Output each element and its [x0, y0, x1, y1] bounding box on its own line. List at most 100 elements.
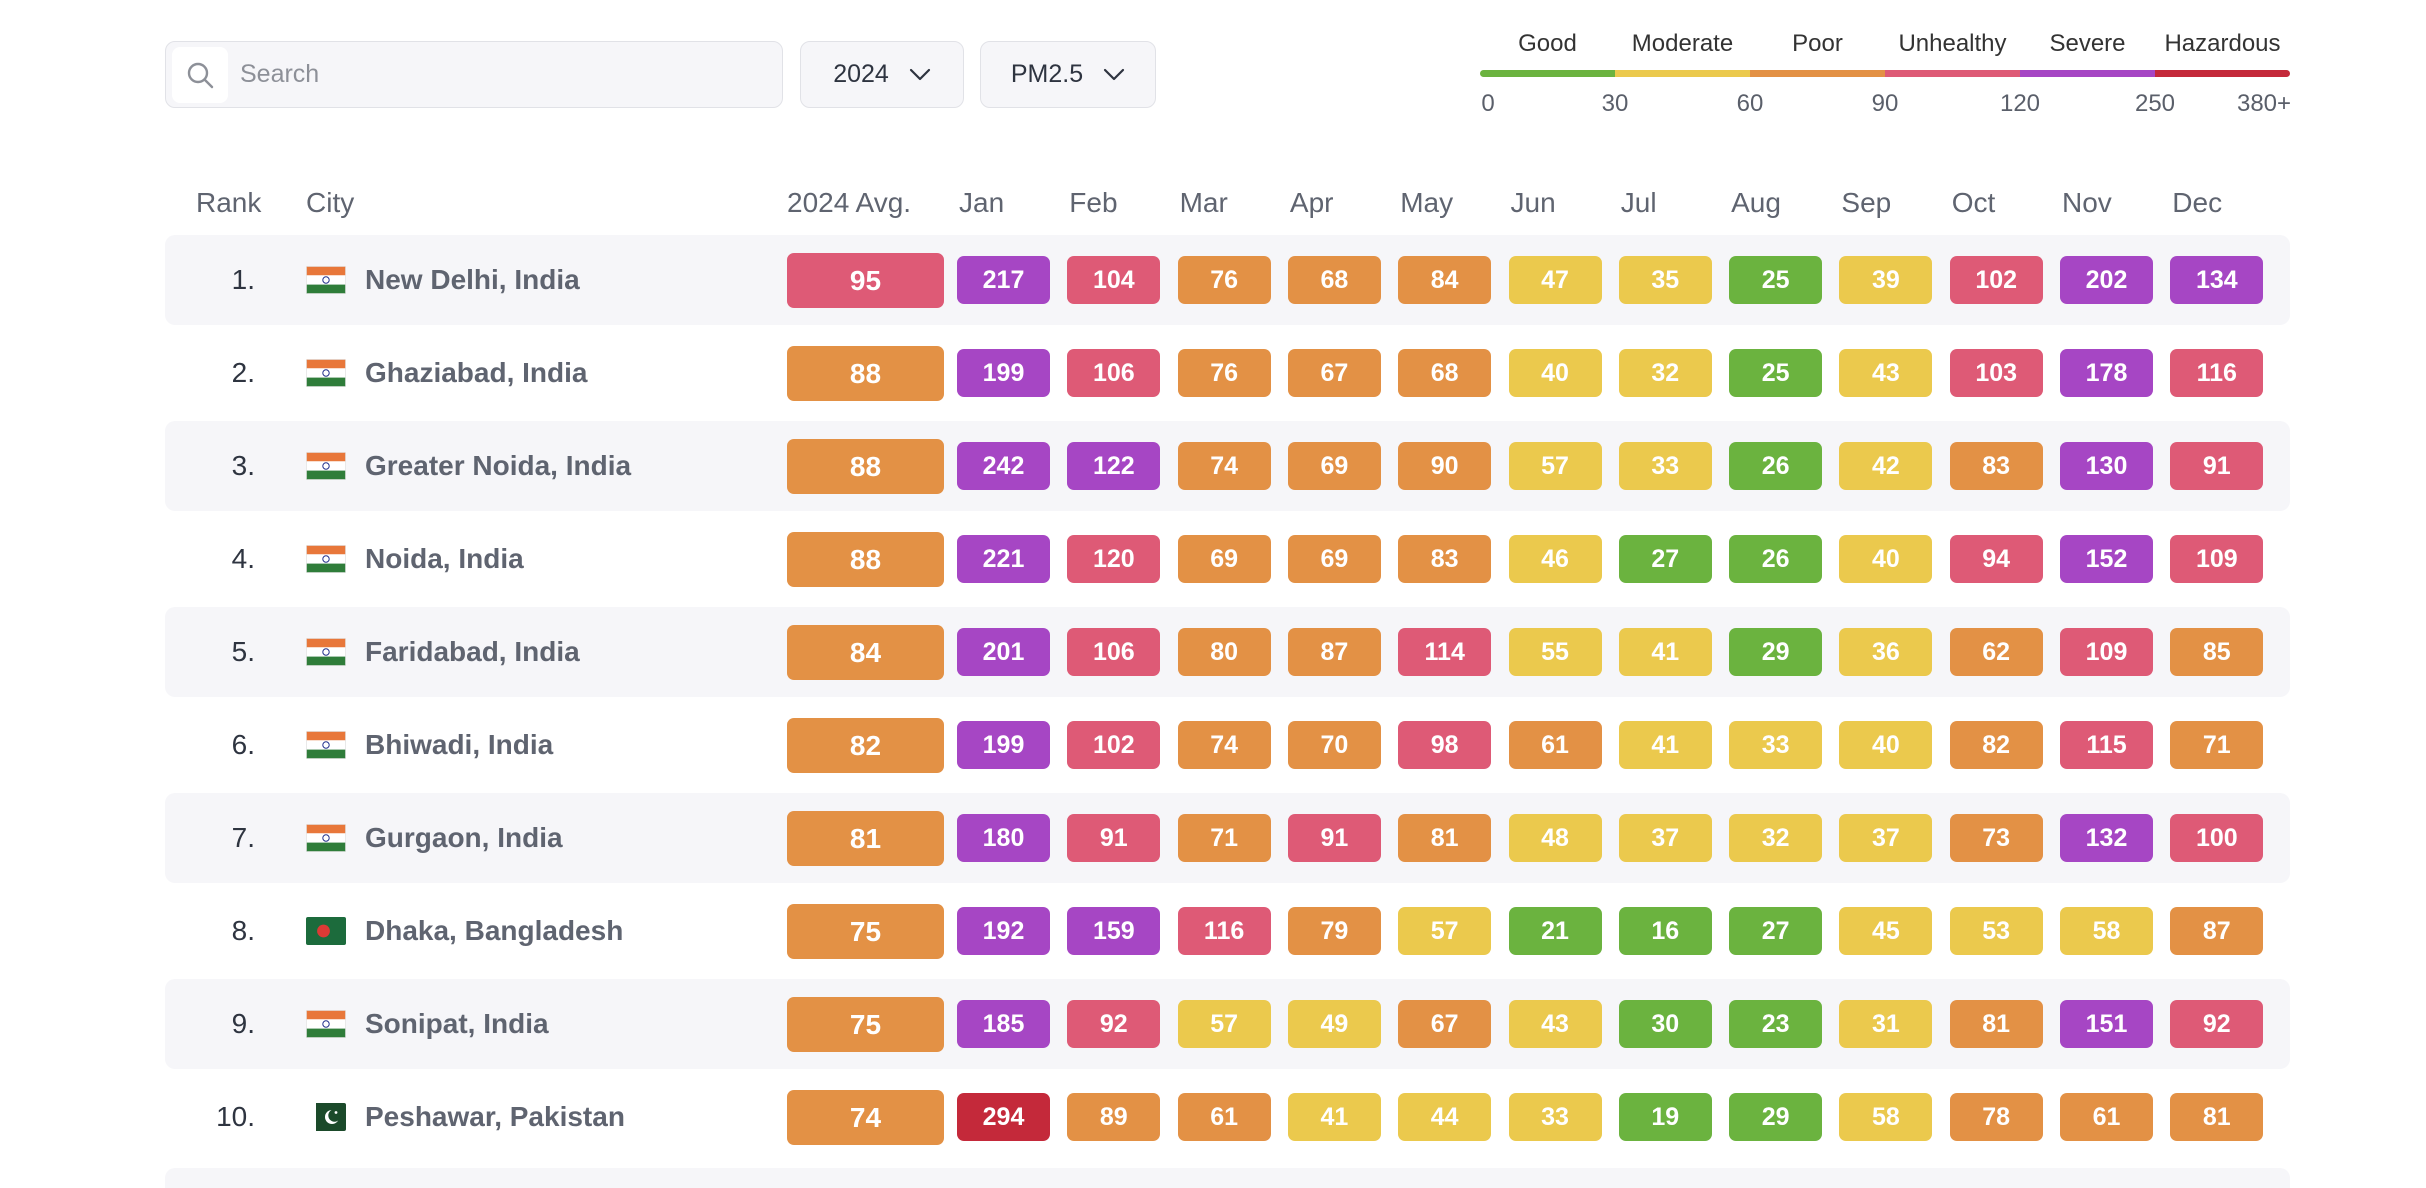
header-month-feb[interactable]: Feb: [1069, 187, 1118, 218]
table-row[interactable]: 10. Peshawar, Pakistan 74 294 89 61 41 44 33 19 29…: [165, 1072, 2290, 1162]
legend-tick-label: 380+: [2236, 90, 2292, 117]
monthly-value-badge-may: 68: [1398, 349, 1492, 397]
monthly-value-badge-nov: 109: [2060, 628, 2153, 676]
aqi-legend: Good Moderate Poor Unhealthy Severe Hazardous…: [1480, 30, 2292, 125]
monthly-value-badge-feb: 122: [1067, 442, 1161, 490]
city-name[interactable]: Ghaziabad, India: [365, 357, 588, 388]
table-row[interactable]: 6. Bhiwadi, India 82 199 102 74 70 98 61 41 33 40 82…: [165, 700, 2290, 790]
header-month-jan[interactable]: Jan: [959, 187, 1005, 218]
city-name[interactable]: Greater Noida, India: [365, 450, 632, 481]
header-month-mar[interactable]: Mar: [1179, 187, 1228, 218]
header-month-may[interactable]: May: [1400, 187, 1454, 218]
monthly-value-badge-apr: 68: [1287, 256, 1381, 304]
monthly-value-badge-jun: 57: [1508, 442, 1602, 490]
header-month-dec[interactable]: Dec: [2172, 187, 2223, 218]
table-row[interactable]: 7. Gurgaon, India 81 180 91 71 91 81 48 37 32 37 73 1…: [165, 793, 2290, 883]
city-name[interactable]: New Delhi, India: [365, 264, 580, 295]
monthly-value-badge-mar: 80: [1177, 628, 1271, 676]
legend-tick-label: 30: [1601, 90, 1629, 117]
search-box[interactable]: [165, 41, 783, 108]
header-rank[interactable]: Rank: [196, 187, 262, 218]
monthly-value-badge-oct: 53: [1949, 907, 2043, 955]
table-row[interactable]: 4. Noida, India 88 221 120 69 69 83 46 27 26 40 94 15…: [165, 514, 2290, 604]
india-flag-icon: [306, 824, 346, 852]
monthly-value-badge-may: 84: [1398, 256, 1492, 304]
monthly-value-badge-apr: 91: [1287, 814, 1381, 862]
monthly-value-badge-mar: 74: [1177, 721, 1271, 769]
monthly-value-badge-may: 83: [1398, 535, 1492, 583]
monthly-value-badge-aug: 26: [1729, 442, 1823, 490]
monthly-value-badge-jan: 199: [957, 721, 1050, 769]
monthly-value-badge-aug: 25: [1729, 256, 1823, 304]
monthly-value-badge-feb: 104: [1067, 256, 1161, 304]
india-flag-icon: [306, 1010, 346, 1038]
monthly-value-badge-apr: 70: [1287, 721, 1381, 769]
monthly-value-badge-jul: 16: [1618, 907, 1712, 955]
monthly-value-badge-mar: 74: [1177, 442, 1271, 490]
legend-label-severe: Severe: [2049, 30, 2126, 57]
annual-average-badge: 88: [787, 532, 944, 587]
legend-bar-unhealthy: [1885, 70, 2020, 77]
header-month-oct[interactable]: Oct: [1951, 187, 1996, 218]
table-row[interactable]: 2. Ghaziabad, India 88 199 106 76 67 68 40 32 25 43…: [165, 328, 2290, 418]
year-dropdown[interactable]: 2024: [800, 41, 964, 108]
monthly-value-badge-nov: 202: [2060, 256, 2153, 304]
header-month-sep[interactable]: Sep: [1841, 187, 1892, 218]
city-name[interactable]: Noida, India: [365, 543, 524, 574]
monthly-value-badge-feb: 102: [1067, 721, 1161, 769]
header-month-jul[interactable]: Jul: [1620, 187, 1657, 218]
annual-average-badge: 95: [787, 253, 944, 308]
city-name[interactable]: Peshawar, Pakistan: [365, 1101, 625, 1132]
rank-cell: 7.: [231, 822, 255, 853]
header-month-apr[interactable]: Apr: [1289, 187, 1334, 218]
monthly-value-badge-sep: 42: [1839, 442, 1933, 490]
city-name[interactable]: Dhaka, Bangladesh: [365, 915, 624, 946]
monthly-value-badge-apr: 41: [1287, 1093, 1381, 1141]
monthly-value-badge-jun: 48: [1508, 814, 1602, 862]
monthly-value-badge-dec: 109: [2170, 535, 2264, 583]
monthly-value-badge-mar: 76: [1177, 256, 1271, 304]
monthly-value-badge-sep: 45: [1839, 907, 1933, 955]
city-name[interactable]: Faridabad, India: [365, 636, 580, 667]
pollutant-dropdown-value: PM2.5: [1010, 60, 1084, 88]
legend-tick-label: 250: [2134, 90, 2176, 117]
header-month-aug[interactable]: Aug: [1731, 187, 1781, 218]
monthly-value-badge-nov: 61: [2060, 1093, 2153, 1141]
monthly-value-badge-jan: 201: [957, 628, 1050, 676]
monthly-value-badge-aug: 29: [1729, 628, 1823, 676]
header-city[interactable]: City: [306, 187, 355, 218]
monthly-value-badge-dec: 100: [2170, 814, 2264, 862]
table-row[interactable]: 9. Sonipat, India 75 185 92 57 49 67 43 30 23 31 81 1…: [165, 979, 2290, 1069]
table-row[interactable]: 5. Faridabad, India 84 201 106 80 87 114 55 41 29 3…: [165, 607, 2290, 697]
city-name[interactable]: Gurgaon, India: [365, 822, 563, 853]
monthly-value-badge-oct: 103: [1949, 349, 2043, 397]
monthly-value-badge-sep: 40: [1839, 535, 1933, 583]
monthly-value-badge-jul: 19: [1618, 1093, 1712, 1141]
city-name[interactable]: Sonipat, India: [365, 1008, 549, 1039]
header-avg[interactable]: 2024 Avg.: [787, 187, 912, 218]
monthly-value-badge-dec: 71: [2170, 721, 2264, 769]
monthly-value-badge-jul: 33: [1618, 442, 1712, 490]
legend-label-moderate: Moderate: [1631, 30, 1734, 57]
table-row[interactable]: 1. New Delhi, India 95 217 104 76 68 84 47 35 25 39…: [165, 235, 2290, 325]
monthly-value-badge-jan: 217: [957, 256, 1050, 304]
search-input[interactable]: [228, 41, 782, 108]
monthly-value-badge-apr: 87: [1287, 628, 1381, 676]
table-row[interactable]: 8. Dhaka, Bangladesh 75 192 159 116 79 57 21 16 27…: [165, 886, 2290, 976]
monthly-value-badge-oct: 82: [1949, 721, 2043, 769]
monthly-value-badge-jul: 41: [1618, 628, 1712, 676]
rank-cell: 3.: [231, 450, 255, 481]
city-name[interactable]: Bhiwadi, India: [365, 729, 554, 760]
table-header-row: Rank City 2024 Avg. Jan Feb Mar Apr May Jun Ju…: [165, 175, 2290, 235]
header-month-jun[interactable]: Jun: [1510, 187, 1556, 218]
city-ranking-table: Rank City 2024 Avg. Jan Feb Mar Apr May Jun Ju…: [165, 175, 2290, 1165]
next-row-peek: [165, 1168, 2290, 1188]
header-month-nov[interactable]: Nov: [2062, 187, 2112, 218]
pollutant-dropdown[interactable]: PM2.5: [980, 41, 1156, 108]
monthly-value-badge-aug: 29: [1729, 1093, 1823, 1141]
monthly-value-badge-sep: 40: [1839, 721, 1933, 769]
monthly-value-badge-dec: 85: [2170, 628, 2264, 676]
table-row[interactable]: 3. Greater Noida, India 88 242 122 74 69 90 57 33…: [165, 421, 2290, 511]
monthly-value-badge-jul: 37: [1618, 814, 1712, 862]
monthly-value-badge-aug: 23: [1729, 1000, 1823, 1048]
